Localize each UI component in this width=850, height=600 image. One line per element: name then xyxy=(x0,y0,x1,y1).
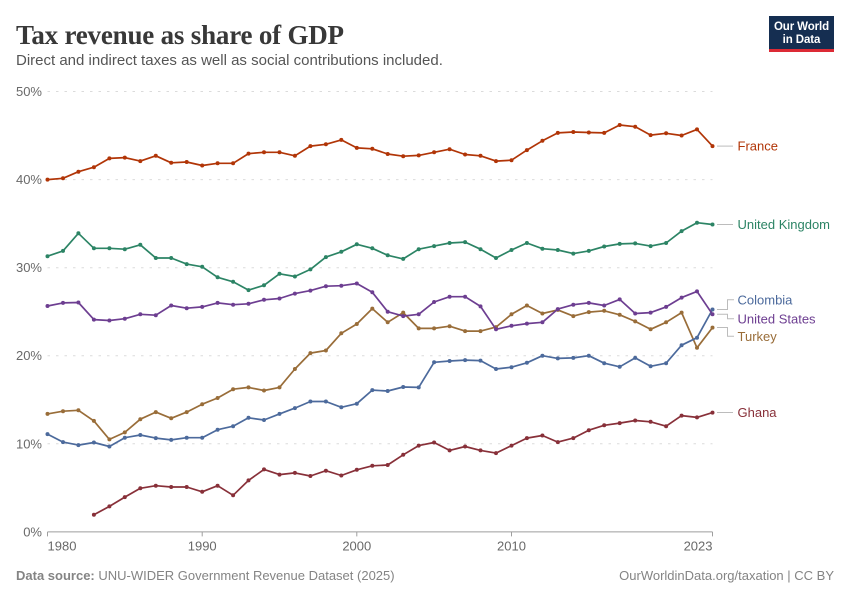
svg-text:1980: 1980 xyxy=(48,539,77,554)
svg-text:10%: 10% xyxy=(16,436,42,451)
svg-text:Turkey: Turkey xyxy=(738,329,778,344)
svg-text:30%: 30% xyxy=(16,260,42,275)
svg-text:Ghana: Ghana xyxy=(738,405,778,420)
svg-text:40%: 40% xyxy=(16,172,42,187)
svg-text:2000: 2000 xyxy=(342,539,371,554)
svg-text:2010: 2010 xyxy=(497,539,526,554)
svg-text:1990: 1990 xyxy=(188,539,217,554)
svg-text:United States: United States xyxy=(738,311,817,326)
svg-text:0%: 0% xyxy=(23,524,42,539)
svg-text:Colombia: Colombia xyxy=(738,292,794,307)
svg-text:20%: 20% xyxy=(16,348,42,363)
svg-text:2023: 2023 xyxy=(684,539,713,554)
svg-text:France: France xyxy=(738,139,778,154)
svg-text:United Kingdom: United Kingdom xyxy=(738,217,831,232)
svg-text:50%: 50% xyxy=(16,84,42,99)
